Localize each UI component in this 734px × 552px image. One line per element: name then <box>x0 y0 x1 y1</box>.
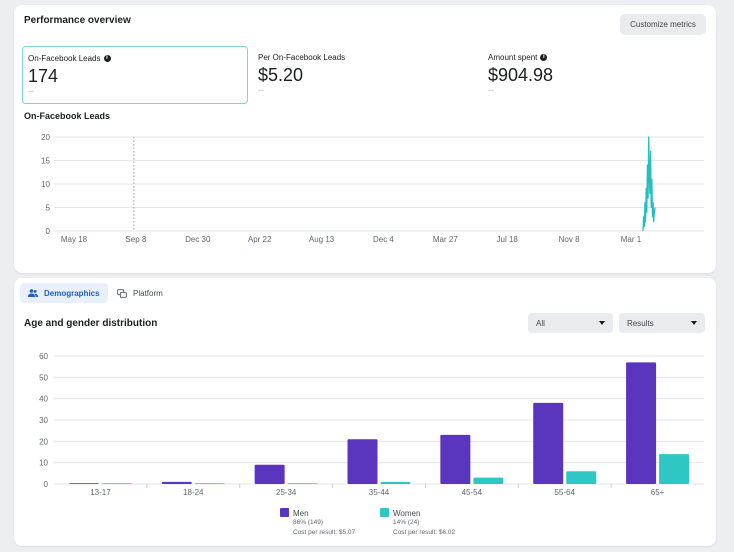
filter-dropdown-value: All <box>536 318 545 328</box>
x-tick-label: May 18 <box>61 235 88 244</box>
x-tick-label: 55-64 <box>554 488 575 497</box>
metric-label-row: On-Facebook Leads i <box>28 54 242 63</box>
age-gender-title: Age and gender distribution <box>24 318 158 329</box>
men-bar <box>626 362 657 484</box>
metric-card-leads[interactable]: On-Facebook Leads i 174 -- <box>22 46 248 104</box>
metric-label-row: Per On-Facebook Leads <box>258 53 474 62</box>
y-tick-label: 20 <box>39 437 48 446</box>
men-bar <box>68 483 99 484</box>
x-tick-label: Aug 13 <box>309 235 335 244</box>
metric-value: 174 <box>28 66 59 86</box>
y-tick-label: 0 <box>44 480 49 489</box>
legend-women-share: 14% (24) <box>393 519 420 526</box>
women-swatch <box>380 508 389 517</box>
legend-women[interactable]: Women 14% (24) Cost per result: $6.02 <box>380 508 455 538</box>
age-gender-bar-chart: 0 10 20 30 40 50 60 13-17 18-24 25-34 35-44 45-54 55… <box>39 352 704 497</box>
metric-dropdown[interactable]: Results <box>619 313 705 333</box>
tab-platform[interactable]: Platform <box>109 283 171 303</box>
men-bar <box>347 439 378 484</box>
x-tick-label: 45-54 <box>462 488 483 497</box>
x-tick-label: Mar 1 <box>621 235 642 244</box>
x-tick-label: 13-17 <box>90 488 111 497</box>
legend-men[interactable]: Men 86% (149) Cost per result: $5.07 <box>280 508 355 538</box>
y-tick-label: 15 <box>41 157 50 166</box>
men-bar <box>161 481 192 484</box>
info-icon[interactable]: i <box>540 54 548 61</box>
line-chart-title: On-Facebook Leads <box>24 111 111 121</box>
legend-men-cost: Cost per result: $5.07 <box>293 529 356 536</box>
women-bar <box>566 471 597 484</box>
x-tick-label: 35-44 <box>369 488 390 497</box>
legend-women-label: Women <box>393 509 421 518</box>
metric-label: Per On-Facebook Leads <box>258 53 346 62</box>
women-bar <box>194 483 225 484</box>
women-bar <box>659 454 690 484</box>
legend-men-label: Men <box>293 509 309 518</box>
tab-demographics[interactable]: Demographics <box>20 283 108 303</box>
y-tick-label: 20 <box>41 133 50 142</box>
women-bar <box>380 481 411 484</box>
women-bar <box>101 483 132 484</box>
performance-overview-title: Performance overview <box>24 15 131 26</box>
x-tick-label: Sep 8 <box>125 235 146 244</box>
chevron-down-icon <box>691 321 697 325</box>
metric-value: $5.20 <box>258 65 304 85</box>
x-tick-label: Dec 4 <box>373 235 394 244</box>
leads-line-chart: 0 5 10 15 20 May 18 Sep 8 Dec 30 Apr 22 Aug 13 Dec… <box>41 133 704 244</box>
men-bar <box>254 464 285 484</box>
metric-value: $904.98 <box>488 65 554 85</box>
women-bar <box>287 483 318 484</box>
men-bar <box>533 402 564 484</box>
x-tick-label: 25-34 <box>276 488 297 497</box>
legend-women-cost: Cost per result: $6.02 <box>393 529 456 536</box>
x-tick-label: Dec 30 <box>185 235 211 244</box>
chevron-down-icon <box>599 321 605 325</box>
y-tick-label: 40 <box>39 395 48 404</box>
x-tick-label: 18-24 <box>183 488 204 497</box>
y-tick-label: 10 <box>41 180 50 189</box>
x-tick-label: Nov 8 <box>559 235 580 244</box>
x-tick-label: 65+ <box>651 488 665 497</box>
men-swatch <box>280 508 289 517</box>
metric-card-amount-spent[interactable]: Amount spent i $904.98 -- <box>483 46 709 104</box>
y-tick-label: 0 <box>46 227 51 236</box>
tab-platform-label: Platform <box>133 288 163 298</box>
y-tick-label: 10 <box>39 459 48 468</box>
women-bar <box>473 477 504 484</box>
metric-comparison: -- <box>28 86 34 96</box>
metric-label-row: Amount spent i <box>488 53 704 62</box>
filter-dropdown[interactable]: All <box>528 313 613 333</box>
y-tick-label: 50 <box>39 373 48 382</box>
metric-comparison: -- <box>488 85 494 95</box>
metric-dropdown-value: Results <box>627 318 654 328</box>
customize-metrics-button[interactable]: Customize metrics <box>620 14 706 35</box>
info-icon[interactable]: i <box>103 55 111 62</box>
men-bar <box>440 434 471 484</box>
x-tick-label: Mar 27 <box>433 235 458 244</box>
y-tick-label: 5 <box>46 204 51 213</box>
y-tick-label: 60 <box>39 352 48 361</box>
metric-card-cost-per-lead[interactable]: Per On-Facebook Leads $5.20 -- <box>253 46 479 104</box>
metric-label: Amount spent <box>488 53 538 62</box>
legend-men-share: 86% (149) <box>293 519 323 526</box>
leads-series-line <box>642 136 656 232</box>
metric-label: On-Facebook Leads <box>28 54 101 63</box>
tab-demographics-label: Demographics <box>44 288 100 298</box>
performance-overview-card: Performance overview Customize metrics O… <box>14 5 716 273</box>
people-icon <box>28 289 38 297</box>
x-tick-label: Jul 18 <box>497 235 519 244</box>
x-tick-label: Apr 22 <box>248 235 272 244</box>
metric-comparison: -- <box>258 85 264 95</box>
y-tick-label: 30 <box>39 416 48 425</box>
demographics-card: Demographics Platform Age and gender dis… <box>14 278 716 546</box>
platform-icon <box>117 288 127 298</box>
